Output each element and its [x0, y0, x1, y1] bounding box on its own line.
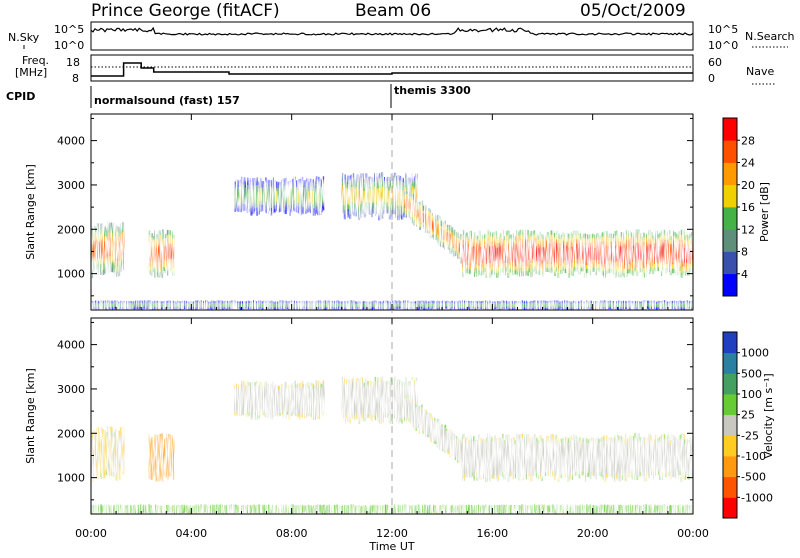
velocity-cell — [122, 441, 124, 459]
station-title: Prince George (fitACF) — [91, 1, 280, 21]
noise-search-label: N.Search — [745, 30, 795, 43]
ytick-label: 3000 — [57, 179, 85, 192]
beam-label: Beam 06 — [355, 1, 431, 21]
velocity-cell — [172, 451, 174, 466]
velocity-cell — [323, 391, 325, 404]
freq-panel-frame — [91, 55, 693, 81]
freq-tick-high: 18 — [66, 56, 80, 69]
cpid-label: CPID — [6, 90, 35, 103]
power-cell — [172, 247, 174, 262]
power-cell — [122, 237, 124, 255]
cpid-program-2: themis 3300 — [394, 84, 471, 97]
noise-right-tick-high: 10^5 — [708, 23, 738, 36]
ytick-label: 1000 — [57, 268, 85, 281]
power-cell — [323, 187, 325, 200]
noise-sky-label: N.Sky — [8, 31, 40, 44]
power-ylabel: Slant Range [km] — [24, 164, 37, 260]
nave-tick-low: 0 — [708, 72, 715, 85]
ytick-label: 4000 — [57, 135, 85, 148]
ytick-label: 2000 — [57, 223, 85, 236]
freq-trace — [91, 63, 693, 76]
noise-right-tick-low: 10^0 — [708, 39, 738, 52]
noise-panel-frame — [91, 22, 693, 50]
noise-left-tick-low: 10^0 — [54, 39, 84, 52]
nave-tick-high: 60 — [708, 56, 722, 69]
freq-unit-label: [MHz] — [15, 66, 47, 79]
freq-tick-low: 8 — [72, 72, 79, 85]
noise-sky-trace — [91, 28, 693, 35]
noise-left-tick-high: 10^5 — [54, 23, 84, 36]
date-label: 05/Oct/2009 — [580, 1, 686, 21]
cpid-program-1: normalsound (fast) 157 — [94, 94, 240, 107]
nave-label: Nave — [746, 65, 774, 78]
